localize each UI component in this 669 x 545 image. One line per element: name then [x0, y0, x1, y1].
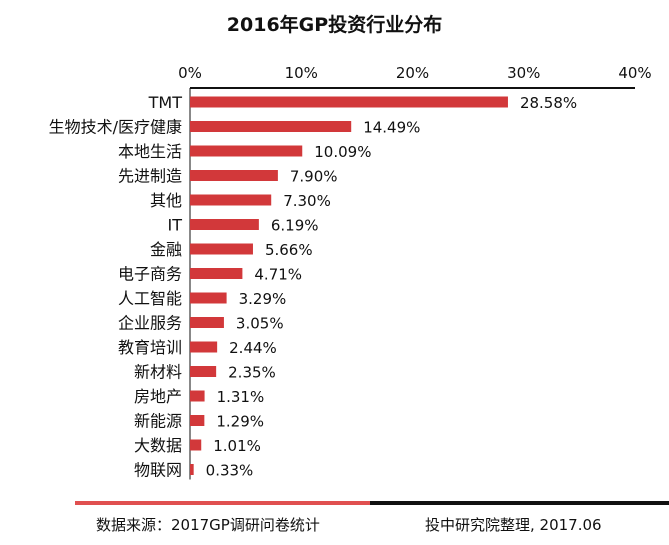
- bar: [190, 390, 205, 402]
- data-label: 1.31%: [217, 388, 265, 406]
- data-label: 7.90%: [290, 168, 338, 186]
- chart-title: 2016年GP投资行业分布: [226, 14, 443, 36]
- category-label: 企业服务: [118, 314, 182, 333]
- data-label: 3.05%: [236, 315, 284, 333]
- bar: [190, 219, 259, 230]
- data-label: 14.49%: [363, 119, 420, 137]
- category-label: 先进制造: [118, 167, 182, 186]
- category-label: 物联网: [134, 461, 182, 480]
- bar: [190, 317, 224, 328]
- data-label: 10.09%: [314, 143, 371, 161]
- category-label: 大数据: [134, 436, 182, 455]
- bar: [190, 145, 303, 157]
- category-label: 人工智能: [118, 289, 182, 308]
- bar: [190, 243, 253, 255]
- bar: [190, 415, 205, 426]
- footer-divider-black: [370, 501, 669, 505]
- data-label: 1.29%: [216, 413, 264, 431]
- x-tick-label: 40%: [618, 64, 651, 82]
- category-label: 新能源: [134, 412, 182, 431]
- data-label: 28.58%: [520, 94, 577, 112]
- x-tick-label: 10%: [285, 64, 318, 82]
- data-label: 1.01%: [213, 437, 261, 455]
- bar: [190, 121, 352, 132]
- data-label: 0.33%: [206, 462, 254, 480]
- category-label: IT: [168, 216, 183, 235]
- category-label: 其他: [150, 191, 182, 210]
- bar: [190, 194, 272, 206]
- category-label: 生物技术/医疗健康: [49, 118, 182, 137]
- data-label: 5.66%: [265, 241, 313, 259]
- credit-note: 投中研究院整理, 2017.06: [425, 516, 602, 534]
- x-tick-label: 0%: [178, 64, 202, 82]
- source-note: 数据来源：2017GP调研问卷统计: [96, 516, 320, 534]
- bar: [190, 268, 243, 279]
- data-label: 7.30%: [283, 192, 331, 210]
- category-label: TMT: [148, 93, 183, 112]
- bar: [190, 170, 278, 181]
- category-label: 金融: [150, 240, 182, 259]
- data-label: 4.71%: [254, 266, 302, 284]
- bar: [190, 96, 508, 108]
- category-label: 电子商务: [118, 265, 182, 284]
- bar: [190, 464, 194, 475]
- category-label: 房地产: [134, 387, 182, 406]
- category-label: 新材料: [134, 363, 182, 382]
- bar: [190, 366, 217, 377]
- bar: [190, 439, 202, 451]
- x-tick-label: 30%: [507, 64, 540, 82]
- category-label: 教育培训: [118, 338, 182, 357]
- data-label: 2.35%: [228, 364, 276, 382]
- data-label: 3.29%: [239, 290, 287, 308]
- data-label: 6.19%: [271, 217, 319, 235]
- category-label: 本地生活: [118, 142, 182, 161]
- bar: [190, 341, 218, 353]
- bar: [190, 292, 227, 304]
- x-tick-label: 20%: [396, 64, 429, 82]
- data-label: 2.44%: [229, 339, 277, 357]
- footer-divider-red: [75, 501, 370, 505]
